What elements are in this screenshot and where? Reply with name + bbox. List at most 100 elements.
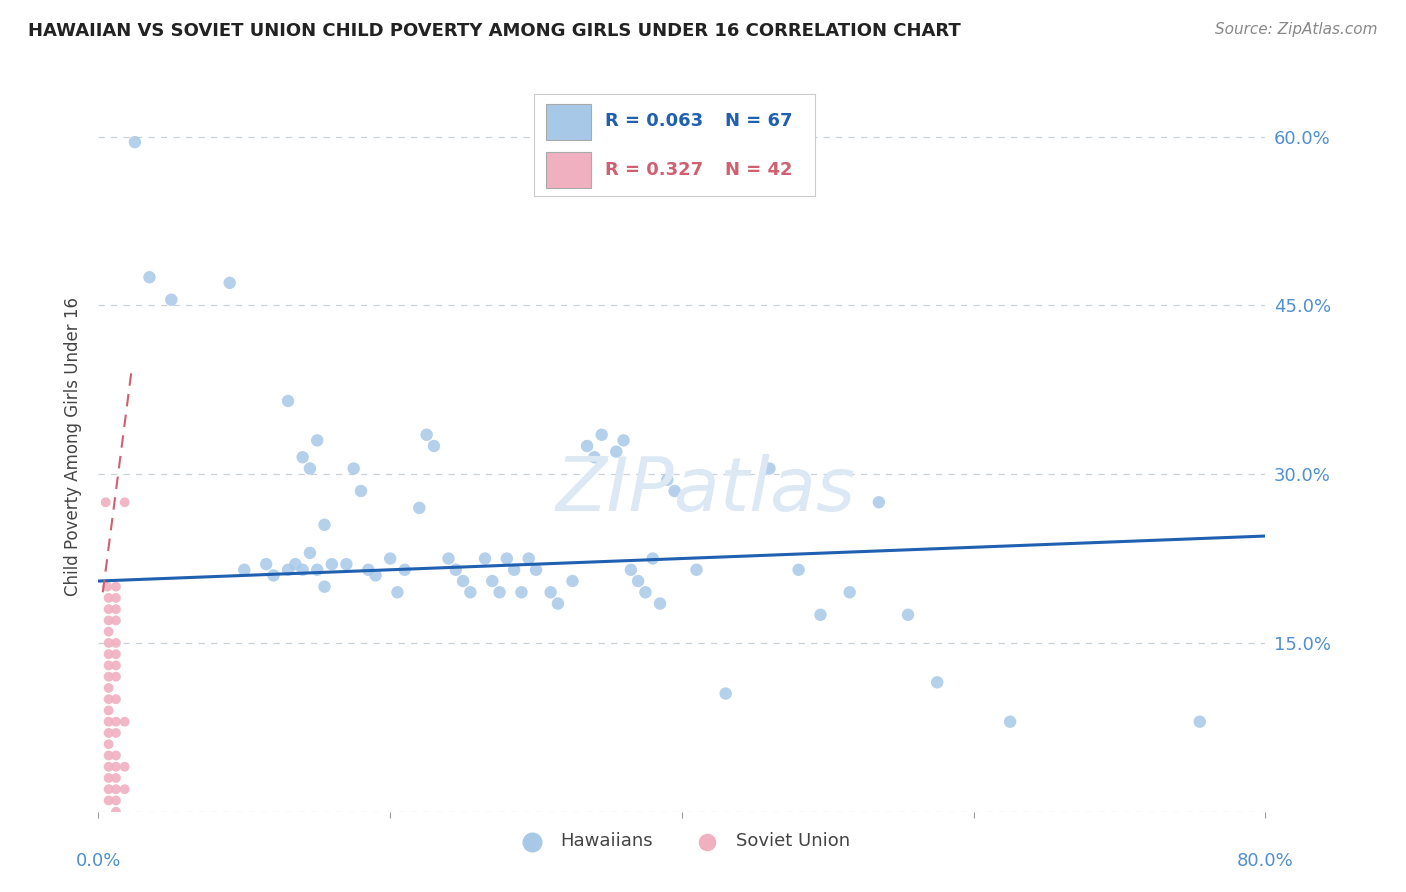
Text: N = 67: N = 67 [725, 112, 793, 130]
Point [634, 585, 657, 599]
Point [357, 563, 380, 577]
Point [444, 563, 467, 577]
Point [927, 675, 949, 690]
Point [517, 551, 540, 566]
Point [641, 551, 664, 566]
Point [97, 647, 120, 661]
Point [160, 293, 183, 307]
Point [97, 636, 120, 650]
Point [97, 771, 120, 785]
Point [423, 439, 446, 453]
Point [97, 602, 120, 616]
Point [415, 427, 437, 442]
Point [408, 500, 430, 515]
Point [510, 585, 533, 599]
Point [394, 563, 416, 577]
Point [998, 714, 1021, 729]
Point [277, 563, 299, 577]
Point [104, 726, 127, 740]
Point [460, 585, 482, 599]
FancyBboxPatch shape [546, 104, 591, 140]
Point [97, 591, 120, 605]
Point [657, 473, 679, 487]
Text: R = 0.063: R = 0.063 [605, 112, 703, 130]
Point [343, 461, 366, 475]
Point [583, 450, 606, 465]
Point [561, 574, 583, 588]
Point [104, 670, 127, 684]
Point [114, 782, 136, 797]
Point [104, 692, 127, 706]
Point [298, 546, 321, 560]
Point [104, 771, 127, 785]
Point [758, 461, 780, 475]
Point [104, 793, 127, 807]
Text: N = 42: N = 42 [725, 161, 793, 178]
Legend: Hawaiians, Soviet Union: Hawaiians, Soviet Union [506, 825, 858, 857]
Point [488, 585, 510, 599]
Point [114, 760, 136, 774]
Point [387, 585, 409, 599]
Point [897, 607, 920, 622]
Point [97, 760, 120, 774]
Point [97, 692, 120, 706]
Point [307, 434, 329, 448]
Point [291, 563, 314, 577]
Point [104, 647, 127, 661]
Text: R = 0.327: R = 0.327 [605, 161, 703, 178]
Text: HAWAIIAN VS SOVIET UNION CHILD POVERTY AMONG GIRLS UNDER 16 CORRELATION CHART: HAWAIIAN VS SOVIET UNION CHILD POVERTY A… [28, 22, 960, 40]
Point [437, 551, 460, 566]
Point [364, 568, 387, 582]
Point [97, 658, 120, 673]
Y-axis label: Child Poverty Among Girls Under 16: Child Poverty Among Girls Under 16 [63, 296, 82, 596]
Point [97, 748, 120, 763]
Point [648, 597, 671, 611]
Point [380, 551, 402, 566]
Point [97, 782, 120, 797]
Point [787, 563, 810, 577]
Point [291, 450, 314, 465]
Point [868, 495, 890, 509]
Point [547, 597, 569, 611]
Point [97, 714, 120, 729]
Point [605, 444, 627, 458]
Point [810, 607, 832, 622]
Point [104, 658, 127, 673]
Point [838, 585, 860, 599]
Point [576, 439, 599, 453]
Text: Source: ZipAtlas.com: Source: ZipAtlas.com [1215, 22, 1378, 37]
Point [97, 726, 120, 740]
Point [97, 624, 120, 639]
Point [104, 714, 127, 729]
Point [138, 270, 160, 285]
FancyBboxPatch shape [546, 153, 591, 188]
Point [104, 782, 127, 797]
Point [262, 568, 284, 582]
Point [104, 805, 127, 819]
Point [714, 687, 737, 701]
Point [350, 483, 373, 498]
Point [97, 737, 120, 751]
Point [104, 602, 127, 616]
Point [612, 434, 634, 448]
Text: 0.0%: 0.0% [76, 852, 121, 870]
Text: ZIPatlas: ZIPatlas [555, 454, 855, 526]
Point [314, 517, 336, 532]
Point [97, 681, 120, 695]
Point [277, 394, 299, 409]
Point [254, 557, 277, 571]
Point [321, 557, 343, 571]
Point [104, 591, 127, 605]
Point [284, 557, 307, 571]
Point [503, 563, 526, 577]
Point [97, 793, 120, 807]
Point [591, 427, 613, 442]
Point [620, 563, 643, 577]
Point [474, 551, 496, 566]
Point [233, 563, 256, 577]
Text: 80.0%: 80.0% [1237, 852, 1294, 870]
Point [104, 748, 127, 763]
Point [114, 495, 136, 509]
Point [335, 557, 357, 571]
Point [124, 135, 146, 149]
